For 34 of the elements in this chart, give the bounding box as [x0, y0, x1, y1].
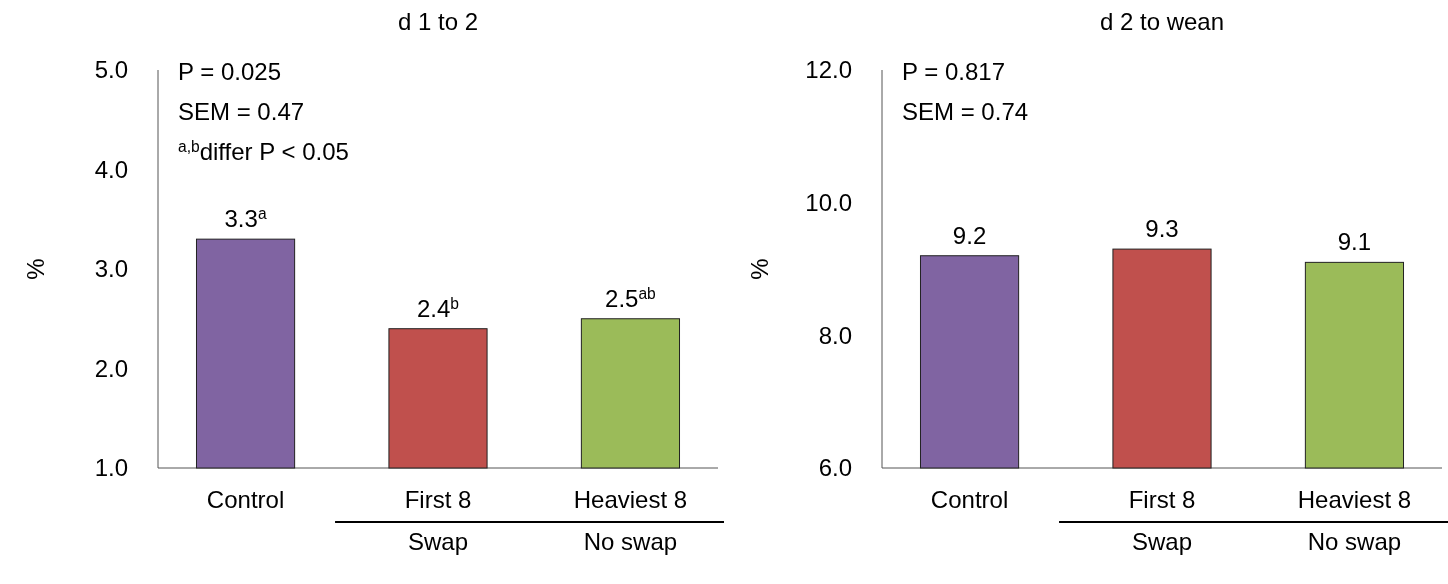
x-tick-label: First 8: [1128, 486, 1196, 513]
chart-title: d 2 to wean: [1099, 8, 1225, 35]
y-tick-label: 5.0: [94, 56, 128, 84]
data-label: 2.4$^{b}$: [416, 294, 460, 322]
x-tick-label: First 8: [404, 486, 472, 513]
y-tick-label: 10.0: [805, 189, 852, 217]
y-tick-label: 6.0: [818, 454, 852, 482]
y-tick-label: 3.0: [94, 255, 128, 283]
y-tick-label: 2.0: [94, 354, 128, 382]
y-tick-label: 8.0: [818, 321, 852, 349]
data-label: 9.3: [1145, 215, 1179, 243]
text: No swap: [583, 528, 678, 555]
x-tick-label: Control: [930, 486, 1009, 513]
text: No swap: [1307, 528, 1402, 555]
y-axis-title: %: [22, 258, 49, 280]
text: Swap: [407, 528, 469, 555]
annotation: P = 0.025: [178, 58, 281, 85]
y-tick-label: 4.0: [94, 155, 128, 183]
x-tick-label: Control: [206, 486, 285, 513]
data-label: 2.5$^{ab}$: [605, 284, 657, 312]
data-label: 9.2: [952, 221, 987, 249]
text: Swap: [1131, 528, 1193, 555]
chart-title: d 1 to 2: [397, 8, 479, 35]
data-label: 9.1: [1337, 228, 1372, 256]
annotation: SEM = 0.74: [902, 98, 1029, 125]
y-tick-label: 12.0: [805, 56, 852, 84]
x-tick-label: Heaviest 8: [573, 486, 688, 513]
y-tick-label: 1.0: [94, 454, 128, 482]
y-axis-title: %: [746, 258, 773, 280]
data-label: 3.3$^{a}$: [224, 204, 267, 233]
annotation: SEM = 0.47: [178, 98, 305, 125]
annotation: $^{a,b}$differ P < 0.05: [178, 137, 349, 165]
x-tick-label: Heaviest 8: [1297, 486, 1412, 513]
annotation: P = 0.817: [902, 58, 1005, 85]
